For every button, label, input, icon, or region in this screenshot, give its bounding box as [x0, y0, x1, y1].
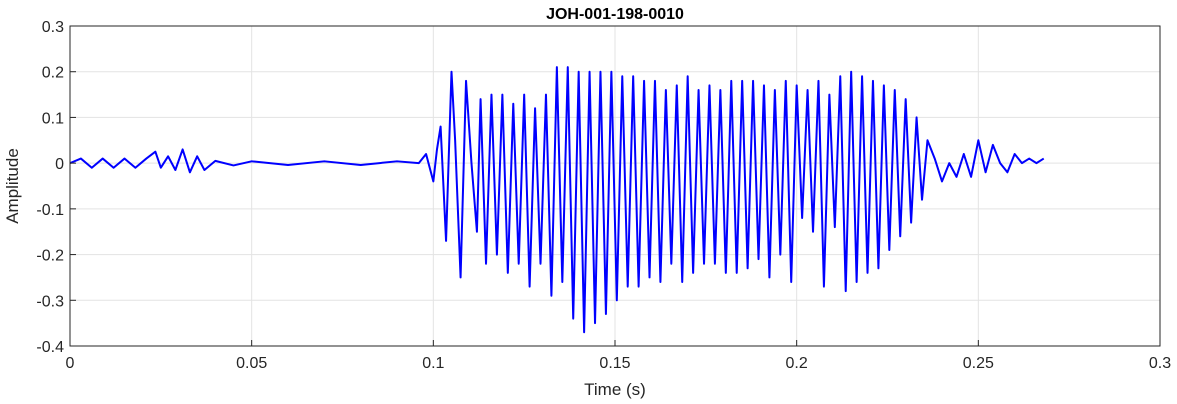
y-tick-label: 0 [55, 156, 64, 173]
y-tick-label: 0.2 [42, 65, 64, 82]
x-axis: 0 0.05 0.1 0.15 0.2 0.25 0.3 [66, 340, 1171, 372]
x-axis-label: Time (s) [584, 380, 646, 399]
x-tick-label: 0.05 [236, 355, 267, 372]
y-axis-label: Amplitude [3, 148, 22, 224]
signal-line [69, 66, 1045, 334]
x-tick-label: 0.1 [422, 355, 444, 372]
x-tick-label: 0 [66, 355, 75, 372]
x-tick-label: 0.3 [1149, 355, 1171, 372]
y-tick-label: -0.1 [36, 202, 64, 219]
y-tick-label: -0.4 [36, 339, 64, 356]
x-tick-label: 0.2 [786, 355, 808, 372]
x-tick-label: 0.25 [963, 355, 994, 372]
y-tick-label: 0.3 [42, 19, 64, 36]
chart-title: JOH-001-198-0010 [546, 6, 684, 23]
y-tick-label: -0.3 [36, 293, 64, 310]
y-tick-label: 0.1 [42, 110, 64, 127]
y-tick-label: -0.2 [36, 248, 64, 265]
x-tick-label: 0.15 [599, 355, 630, 372]
y-axis: -0.4 -0.3 -0.2 -0.1 0 0.1 0.2 0.3 [36, 19, 76, 356]
